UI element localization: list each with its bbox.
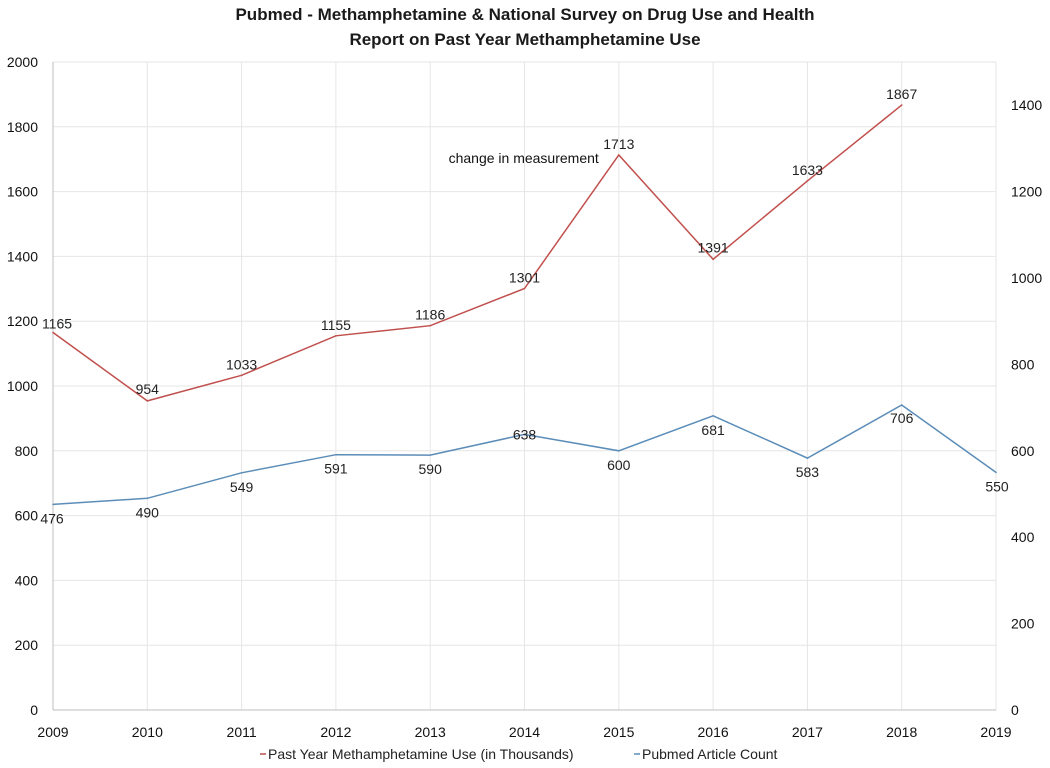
y-right-tick-label: 1400 — [1011, 97, 1042, 113]
data-label: 954 — [136, 381, 160, 397]
y-left-tick-label: 200 — [15, 637, 39, 653]
x-tick-label: 2016 — [698, 724, 729, 740]
series-line-1 — [52, 104, 903, 402]
data-point — [806, 457, 809, 459]
data-point — [712, 415, 714, 417]
x-axis-ticks: 2009 2010 2011 2012 2013 2014 2015 2016 2017 2018… — [37, 724, 1011, 740]
legend-label: Pubmed Article Count — [642, 746, 778, 762]
series — [52, 104, 997, 506]
data-point — [52, 331, 54, 334]
axes — [52, 62, 996, 711]
data-point — [429, 324, 432, 327]
data-label: 549 — [230, 479, 254, 495]
legend-label: Past Year Methamphetamine Use (in Thousa… — [268, 746, 574, 762]
data-label: 1713 — [603, 136, 634, 152]
x-tick-label: 2019 — [980, 724, 1011, 740]
x-tick-label: 2013 — [415, 724, 446, 740]
y-right-tick-label: 1200 — [1011, 184, 1042, 200]
y-left-tick-label: 1000 — [7, 378, 38, 394]
x-tick-label: 2012 — [320, 724, 351, 740]
x-tick-label: 2011 — [227, 724, 257, 740]
y-left-tick-label: 1200 — [7, 313, 38, 329]
y-right-tick-label: 200 — [1011, 616, 1035, 632]
data-point — [618, 450, 620, 452]
y-right-tick-label: 1000 — [1011, 270, 1042, 286]
data-point — [523, 287, 526, 290]
data-point — [146, 497, 149, 500]
x-tick-label: 2015 — [603, 724, 634, 740]
x-tick-label: 2009 — [37, 724, 68, 740]
data-label: 490 — [136, 504, 160, 520]
y-left-tick-label: 1800 — [7, 119, 38, 135]
data-label: 591 — [324, 461, 348, 477]
data-point — [335, 453, 337, 456]
y-left-tick-label: 600 — [15, 508, 39, 524]
data-point — [240, 472, 243, 474]
chart-title-line-2: Report on Past Year Methamphetamine Use — [349, 30, 700, 49]
data-point — [618, 154, 620, 156]
data-label: 1165 — [42, 316, 72, 332]
y-left-tick-label: 0 — [30, 702, 38, 718]
x-tick-label: 2014 — [509, 724, 540, 740]
data-labels: 1165 954 1033 1155 1186 1301 1713 1391 1633 1867 4… — [40, 86, 1009, 526]
data-label: 1033 — [226, 356, 257, 372]
data-label: 600 — [607, 457, 631, 473]
data-point — [995, 471, 997, 474]
data-label: 638 — [513, 426, 537, 442]
data-point — [335, 334, 337, 337]
x-tick-label: 2017 — [792, 724, 823, 740]
data-label: 1155 — [321, 317, 351, 333]
data-label: 476 — [40, 510, 64, 526]
data-point — [806, 180, 809, 182]
data-point — [146, 400, 149, 402]
annotation-change-in-measurement: change in measurement — [449, 150, 599, 166]
data-label: 590 — [419, 461, 443, 477]
data-label: 1633 — [792, 162, 823, 178]
data-point — [712, 258, 714, 261]
y-right-tick-label: 0 — [1011, 702, 1019, 718]
data-point — [429, 454, 432, 456]
data-point — [523, 433, 526, 436]
legend: Past Year Methamphetamine Use (in Thousa… — [260, 746, 778, 762]
y-right-tick-label: 800 — [1011, 356, 1035, 372]
data-label: 1186 — [415, 307, 445, 323]
annotations: change in measurement — [449, 150, 599, 166]
data-point — [900, 104, 903, 106]
data-label: 706 — [890, 410, 914, 426]
data-label: 583 — [796, 464, 820, 480]
data-label: 550 — [985, 478, 1009, 494]
y-left-tick-label: 400 — [15, 572, 39, 588]
y-left-tick-label: 1600 — [7, 184, 38, 200]
data-point — [52, 503, 54, 506]
y-axis-left-ticks: 0 200 400 600 800 1000 1200 1400 1600 1800 2000 — [7, 54, 38, 718]
x-tick-label: 2018 — [886, 724, 917, 740]
data-label: 1867 — [886, 86, 917, 102]
y-left-tick-label: 2000 — [7, 54, 38, 70]
chart-title: Pubmed - Methamphetamine & National Surv… — [235, 5, 814, 49]
data-point — [240, 374, 243, 377]
y-right-tick-label: 600 — [1011, 443, 1035, 459]
data-label: 1301 — [509, 269, 540, 285]
data-point — [900, 404, 903, 406]
data-label: 1391 — [698, 239, 729, 255]
y-right-tick-label: 400 — [1011, 529, 1035, 545]
y-axis-right-ticks: 0 200 400 600 800 1000 1200 1400 — [1011, 97, 1042, 718]
y-left-tick-label: 1400 — [7, 248, 38, 264]
x-tick-label: 2010 — [132, 724, 163, 740]
data-label: 681 — [701, 422, 725, 438]
y-left-tick-label: 800 — [15, 443, 39, 459]
chart-title-line-1: Pubmed - Methamphetamine & National Surv… — [235, 5, 814, 24]
